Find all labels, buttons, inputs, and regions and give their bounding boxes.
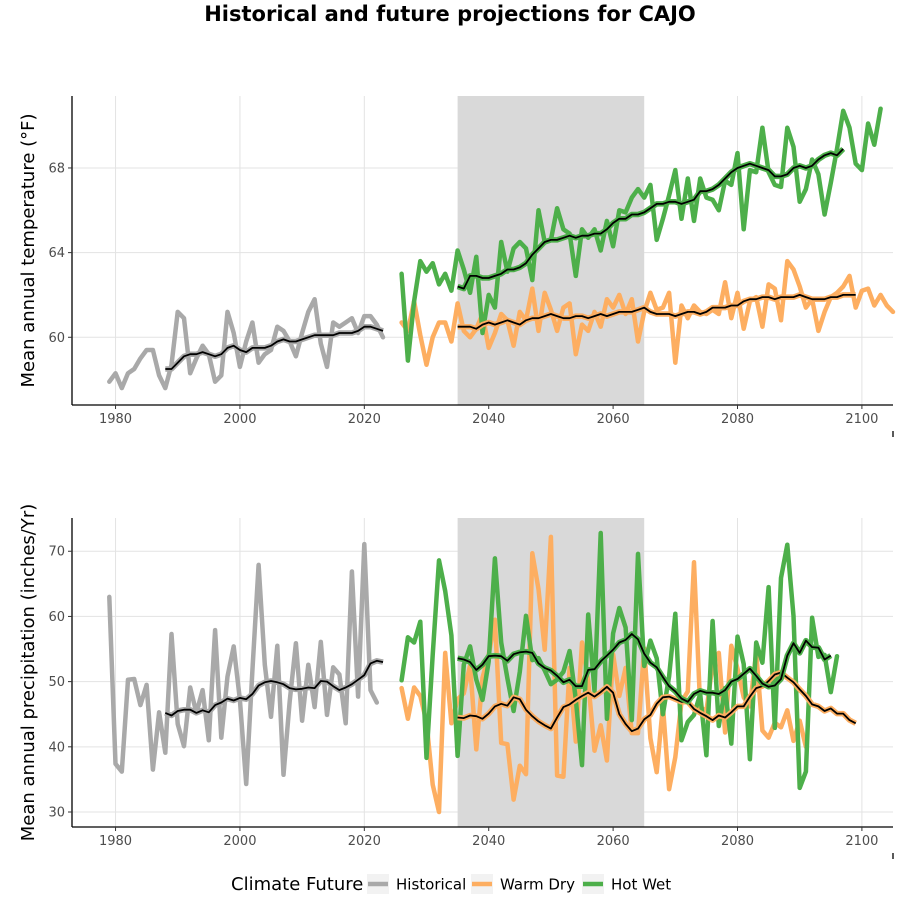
series-hot-wet-smoothed-line — [457, 633, 832, 703]
legend-title: Climate Future — [231, 874, 363, 895]
series-hot-wet-smoothed-line — [457, 148, 844, 290]
y-tick-label-60: 60 — [48, 331, 65, 346]
series-historical-line — [107, 296, 386, 391]
series-historical-line — [107, 541, 380, 787]
y-tick-label-64: 64 — [48, 246, 65, 261]
x-tick-label-1980: 1980 — [99, 412, 132, 427]
x-tick-label-2040: 2040 — [472, 834, 505, 849]
y-tick-label-50: 50 — [48, 675, 65, 690]
y-axis-title: Mean annual precipitation (inches/Yr) — [18, 504, 39, 842]
x-tick-label-2060: 2060 — [597, 412, 630, 427]
page-title: Historical and future projections for CA… — [204, 2, 696, 26]
x-tick-label-1980: 1980 — [99, 834, 132, 849]
legend-label-historical: Historical — [396, 876, 466, 894]
y-tick-label-70: 70 — [48, 545, 65, 560]
x-tick-label-2080: 2080 — [721, 834, 754, 849]
x-tick-label-2020: 2020 — [348, 412, 381, 427]
series-warm-dry-line — [399, 534, 809, 815]
y-axis-title: Mean annual temperature (°F) — [18, 113, 39, 387]
temperature-panel: 1980 2000 2020 2040 2060 2080 2100 60 64 68 Mean a… — [18, 96, 896, 437]
y-tick-label-60: 60 — [48, 610, 65, 625]
legend-label-warm-dry: Warm Dry — [500, 876, 575, 894]
shaded-period — [457, 96, 645, 405]
x-tick-label-2000: 2000 — [223, 834, 256, 849]
y-tick-label-68: 68 — [48, 161, 65, 176]
x-tick-label-2100: 2100 — [845, 412, 878, 427]
series-historical-smoothed-line — [164, 659, 384, 717]
legend: Climate Future Historical Warm Dry Hot Wet — [231, 874, 671, 895]
series-warm-dry-smoothed-line — [457, 293, 856, 330]
y-tick-label-40: 40 — [48, 740, 65, 755]
precipitation-panel: 1980 2000 2020 2040 2060 2080 2100 30 40 50 60 70 Me… — [18, 504, 894, 859]
series-hot-wet-line — [399, 106, 883, 363]
legend-label-hot-wet: Hot Wet — [611, 876, 671, 894]
series-historical-smoothed-line — [165, 325, 384, 370]
x-tick-label-2020: 2020 — [348, 834, 381, 849]
x-tick-label-2100: 2100 — [845, 834, 878, 849]
x-tick-label-2080: 2080 — [721, 412, 754, 427]
series-warm-dry-smoothed-line — [457, 671, 857, 733]
y-tick-label-30: 30 — [48, 806, 65, 821]
x-tick-label-2000: 2000 — [223, 412, 256, 427]
x-tick-label-2040: 2040 — [472, 412, 505, 427]
x-tick-label-2060: 2060 — [597, 834, 630, 849]
